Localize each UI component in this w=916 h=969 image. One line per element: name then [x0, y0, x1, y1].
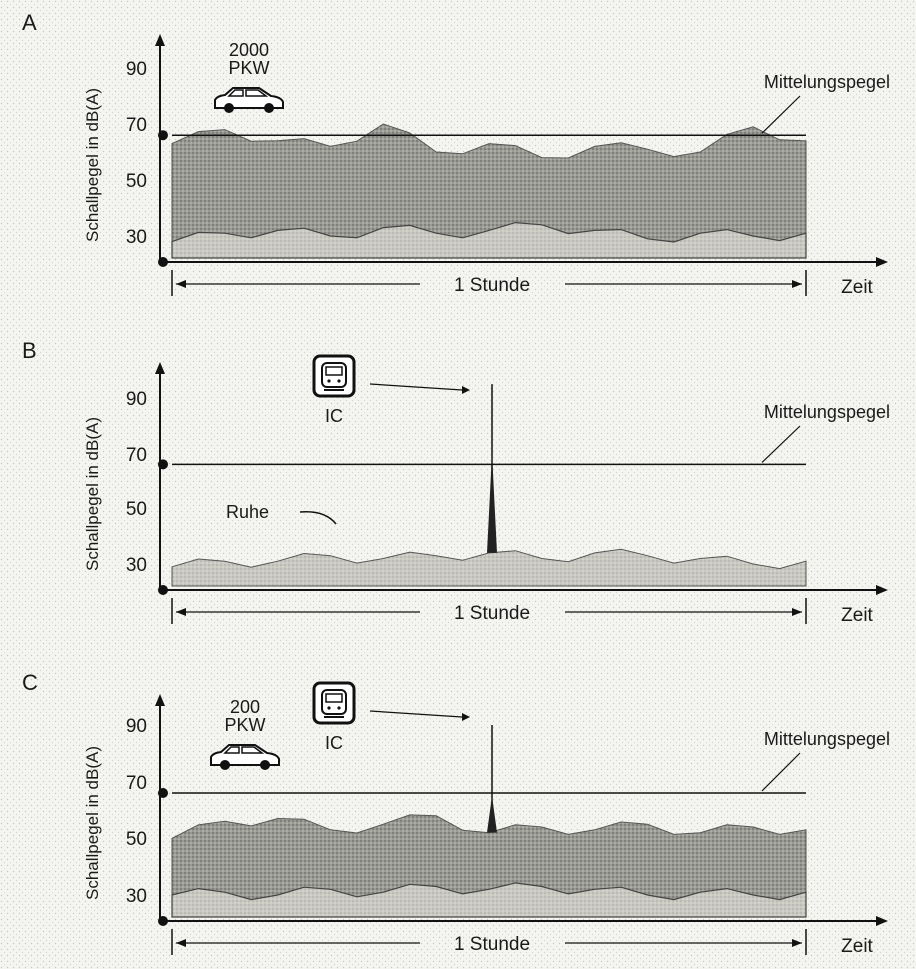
duration-label: 1 Stunde	[454, 934, 530, 955]
origin-marker	[158, 916, 168, 926]
y-tick-label: 30	[126, 555, 147, 576]
duration-arrow-left	[176, 280, 186, 288]
mean-level-marker	[158, 130, 168, 141]
mean-level-marker	[158, 459, 168, 470]
train-peak-mark	[487, 795, 497, 833]
duration-label: 1 Stunde	[454, 275, 530, 296]
mean-level-label: Mittelungspegel	[764, 402, 890, 422]
train-peak-mark	[487, 453, 497, 553]
x-axis-arrow	[876, 257, 888, 267]
car-icon	[210, 744, 280, 770]
train-label: IC	[325, 733, 343, 753]
y-tick-label: 70	[126, 445, 147, 466]
mean-level-pointer	[761, 425, 801, 463]
chart-panel-b: B Schallpegel in dB(A) 90 70 50 30 IC Ruhe Mitte…	[22, 338, 890, 626]
y-axis-arrow	[155, 694, 165, 706]
x-axis-arrow	[876, 916, 888, 926]
vehicle-type-label: PKW	[224, 715, 265, 735]
y-tick-label: 50	[126, 829, 147, 850]
y-tick-label: 70	[126, 115, 147, 136]
train-arrow-head	[462, 386, 470, 394]
mean-level-pointer	[761, 752, 801, 792]
y-tick-label: 90	[126, 389, 147, 410]
x-axis-arrow	[876, 585, 888, 595]
mean-level-label: Mittelungspegel	[764, 72, 890, 92]
y-tick-label: 90	[126, 716, 147, 737]
duration-arrow-left	[176, 939, 186, 947]
duration-arrow-right	[792, 280, 802, 288]
vehicle-count-label: 200	[230, 697, 260, 717]
y-tick-label: 50	[126, 499, 147, 520]
train-icon	[312, 354, 356, 398]
mean-level-pointer	[761, 95, 801, 134]
level-area-max	[171, 123, 807, 259]
y-axis-title: Schallpegel in dB(A)	[83, 88, 102, 242]
level-area-min	[171, 882, 807, 918]
y-axis-arrow	[155, 362, 165, 374]
train-arrow-head	[462, 713, 470, 721]
y-tick-label: 30	[126, 886, 147, 907]
y-tick-label: 30	[126, 227, 147, 248]
duration-arrow-right	[792, 608, 802, 616]
train-icon	[312, 681, 356, 725]
x-axis-title: Zeit	[841, 605, 873, 626]
level-area-min	[171, 221, 807, 259]
quiet-label: Ruhe	[226, 502, 269, 522]
panel-letter: C	[22, 670, 38, 695]
y-tick-label: 50	[126, 171, 147, 192]
y-tick-label: 90	[126, 59, 147, 80]
train-arrow	[369, 710, 463, 718]
vehicle-type-label: PKW	[228, 58, 269, 78]
duration-arrow-right	[792, 939, 802, 947]
level-area-max	[171, 548, 807, 587]
duration-label: 1 Stunde	[454, 603, 530, 624]
y-tick-label: 70	[126, 773, 147, 794]
duration-arrow-left	[176, 608, 186, 616]
y-axis-title: Schallpegel in dB(A)	[83, 746, 102, 900]
y-axis-arrow	[155, 34, 165, 46]
car-icon	[214, 87, 284, 113]
x-axis-title: Zeit	[841, 277, 873, 298]
quiet-pointer	[299, 511, 337, 525]
origin-marker	[158, 585, 168, 595]
x-axis-title: Zeit	[841, 936, 873, 957]
train-label: IC	[325, 406, 343, 426]
train-arrow	[369, 383, 463, 391]
mean-level-marker	[158, 788, 168, 798]
origin-marker	[158, 257, 168, 267]
vehicle-count-label: 2000	[229, 40, 269, 60]
y-axis-title: Schallpegel in dB(A)	[83, 417, 102, 571]
panel-letter: A	[22, 10, 37, 35]
panel-letter: B	[22, 338, 37, 363]
mean-level-label: Mittelungspegel	[764, 729, 890, 749]
